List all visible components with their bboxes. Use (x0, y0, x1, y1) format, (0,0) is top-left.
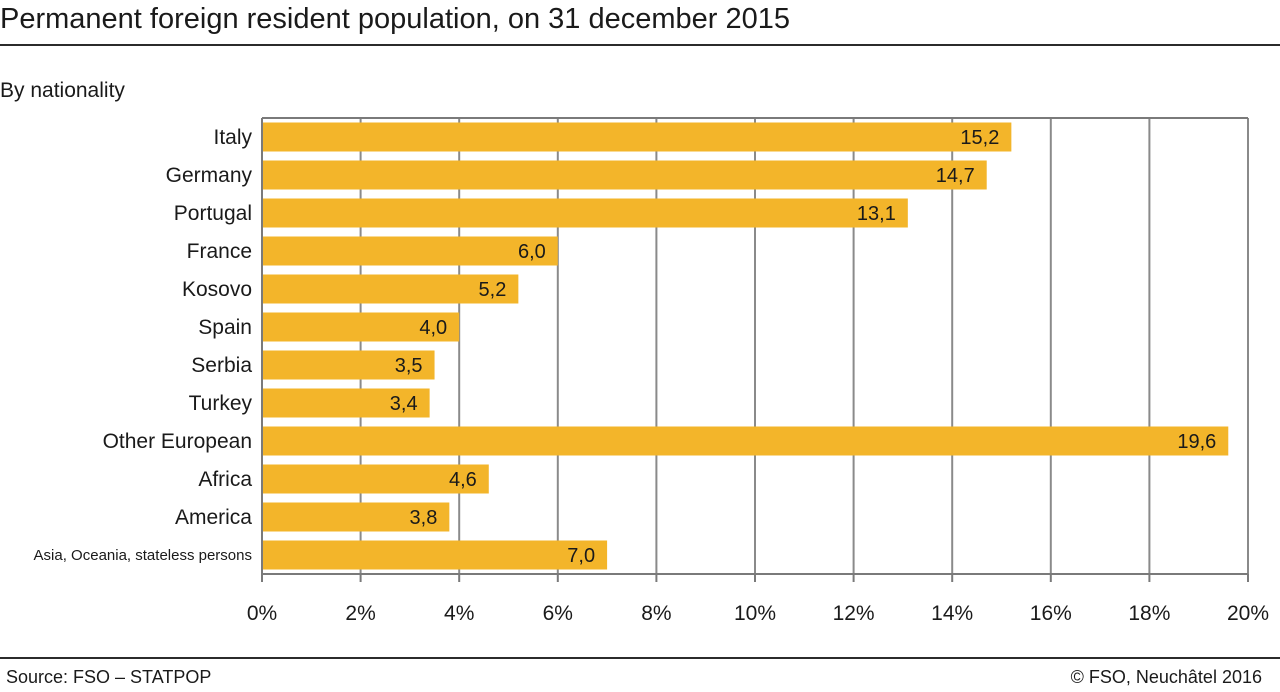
data-label: 13,1 (857, 203, 896, 225)
category-label: Africa (198, 468, 252, 491)
x-tick-label: 0% (247, 602, 277, 625)
x-tick-label: 12% (833, 602, 875, 625)
x-tick-label: 20% (1227, 602, 1269, 625)
category-label: Italy (213, 126, 252, 149)
data-label: 4,0 (419, 317, 447, 339)
bar (262, 426, 1229, 456)
x-tick-label: 4% (444, 602, 474, 625)
category-label: Asia, Oceania, stateless persons (34, 547, 252, 564)
page-title: Permanent foreign resident population, o… (0, 3, 790, 35)
x-tick-label: 8% (641, 602, 671, 625)
data-label: 7,0 (567, 545, 595, 567)
x-tick-label: 18% (1128, 602, 1170, 625)
data-label: 14,7 (936, 165, 975, 187)
data-label: 3,4 (390, 393, 418, 415)
bar-chart: 15,2 Italy 14,7 Germany 13,1 Portugal 6,0 Franc… (34, 117, 1269, 625)
bar (262, 540, 608, 570)
data-label: 4,6 (449, 469, 477, 491)
footer-divider (0, 657, 1280, 659)
category-label: Turkey (189, 392, 253, 415)
x-tick-label: 10% (734, 602, 776, 625)
category-label: Spain (198, 316, 252, 339)
bar (262, 122, 1012, 152)
source-note: Source: FSO – STATPOP (6, 667, 212, 687)
x-tick-label: 2% (345, 602, 375, 625)
bar (262, 502, 450, 532)
title-divider (0, 44, 1280, 46)
x-tick-label: 6% (543, 602, 573, 625)
category-label: Germany (166, 164, 253, 187)
category-label: France (187, 240, 252, 263)
x-tick-label: 16% (1030, 602, 1072, 625)
data-label: 15,2 (960, 127, 999, 149)
bar (262, 198, 908, 228)
x-tick-label: 14% (931, 602, 973, 625)
bar (262, 464, 489, 494)
category-label: Portugal (174, 202, 252, 225)
data-label: 3,5 (395, 355, 423, 377)
category-label: Other European (103, 430, 252, 453)
category-label: Kosovo (182, 278, 252, 301)
data-label: 5,2 (479, 279, 507, 301)
data-label: 3,8 (410, 507, 438, 529)
bar (262, 274, 519, 304)
category-label: Serbia (191, 354, 252, 377)
bar (262, 236, 558, 266)
chart-subtitle: By nationality (0, 79, 125, 102)
category-label: America (175, 506, 252, 529)
bar (262, 312, 460, 342)
data-label: 6,0 (518, 241, 546, 263)
bar (262, 388, 430, 418)
data-label: 19,6 (1177, 431, 1216, 453)
bar (262, 350, 435, 380)
copyright-note: © FSO, Neuchâtel 2016 (1070, 667, 1262, 687)
bar (262, 160, 987, 190)
